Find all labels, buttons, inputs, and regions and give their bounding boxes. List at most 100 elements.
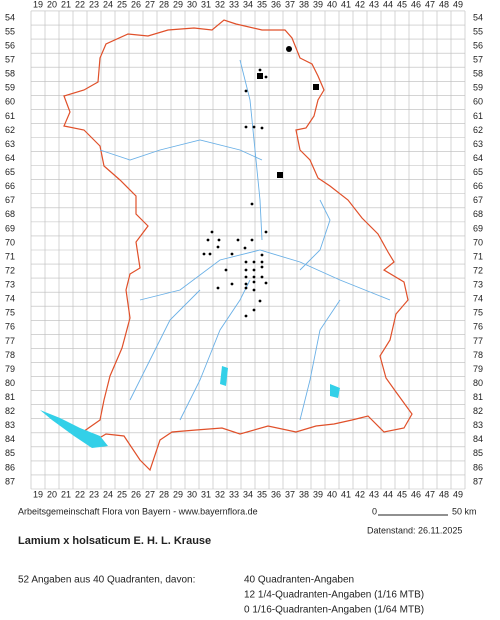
row-label: 57 <box>5 55 15 65</box>
row-label: 77 <box>473 336 483 346</box>
marker-dot <box>224 268 228 272</box>
column-label: 34 <box>243 489 253 499</box>
lake <box>220 366 228 386</box>
column-label: 31 <box>201 489 211 499</box>
row-label: 85 <box>473 448 483 458</box>
column-label: 27 <box>145 0 155 9</box>
marker-dot <box>210 230 214 234</box>
marker-dot <box>252 280 256 284</box>
row-label: 83 <box>5 420 15 430</box>
count-line: 0 1/16-Quadranten-Angaben (1/64 MTB) <box>244 605 424 616</box>
column-label: 39 <box>313 489 323 499</box>
row-label: 80 <box>5 378 15 388</box>
column-label: 35 <box>257 0 267 9</box>
row-label: 56 <box>5 40 15 50</box>
column-label: 40 <box>327 489 337 499</box>
marker-dot <box>260 260 264 264</box>
lake <box>40 410 108 448</box>
marker-dot <box>250 202 254 206</box>
column-label: 42 <box>355 0 365 9</box>
column-label: 29 <box>173 489 183 499</box>
row-label: 63 <box>473 139 483 149</box>
row-label: 70 <box>473 237 483 247</box>
marker-big <box>286 46 292 52</box>
column-label: 20 <box>47 489 57 499</box>
column-label: 26 <box>131 489 141 499</box>
column-label: 35 <box>257 489 267 499</box>
column-label: 22 <box>75 0 85 9</box>
row-label: 87 <box>5 476 15 486</box>
column-label: 19 <box>33 489 43 499</box>
row-label: 61 <box>5 111 15 121</box>
column-label: 45 <box>397 0 407 9</box>
row-label: 73 <box>5 280 15 290</box>
row-label: 79 <box>5 364 15 374</box>
row-label: 64 <box>473 153 483 163</box>
column-label: 48 <box>439 489 449 499</box>
marker-dot <box>260 275 264 279</box>
column-label: 19 <box>33 0 43 9</box>
row-label: 74 <box>5 294 15 304</box>
column-label: 33 <box>229 489 239 499</box>
column-label: 34 <box>243 0 253 9</box>
row-label: 77 <box>5 336 15 346</box>
map <box>40 19 413 472</box>
row-label: 75 <box>5 308 15 318</box>
marker-dot <box>258 299 262 303</box>
column-label: 25 <box>117 0 127 9</box>
row-label: 66 <box>473 181 483 191</box>
marker-dot <box>244 286 248 290</box>
row-label: 84 <box>5 434 15 444</box>
row-label: 82 <box>473 406 483 416</box>
river <box>299 299 341 421</box>
row-label: 67 <box>473 195 483 205</box>
scale-end: 50 km <box>452 506 477 516</box>
row-label: 60 <box>473 97 483 107</box>
marker-dot <box>252 268 256 272</box>
row-label: 86 <box>5 462 15 472</box>
row-label: 59 <box>473 83 483 93</box>
column-label: 39 <box>313 0 323 9</box>
marker-dot <box>217 238 221 242</box>
column-label: 25 <box>117 489 127 499</box>
column-label: 22 <box>75 489 85 499</box>
column-label: 29 <box>173 0 183 9</box>
row-label: 79 <box>473 364 483 374</box>
row-label: 75 <box>473 308 483 318</box>
row-label: 76 <box>473 322 483 332</box>
column-label: 28 <box>159 0 169 9</box>
marker-dot <box>264 281 268 285</box>
row-label: 55 <box>5 26 15 36</box>
column-label: 30 <box>187 0 197 9</box>
row-label: 82 <box>5 406 15 416</box>
column-label: 44 <box>383 489 393 499</box>
count-line: 40 Quadranten-Angaben <box>244 575 354 586</box>
summary: 52 Angaben aus 40 Quadranten, davon: <box>18 575 195 586</box>
grid: 19 19 20 20 21 21 22 22 23 23 24 24 25 25 26 26 27 27 28 28… <box>5 0 483 499</box>
column-label: 49 <box>453 489 463 499</box>
column-label: 28 <box>159 489 169 499</box>
column-label: 32 <box>215 0 225 9</box>
bavaria-border <box>63 19 413 472</box>
row-label: 64 <box>5 153 15 163</box>
marker-dot <box>244 260 248 264</box>
row-label: 65 <box>5 167 15 177</box>
row-label: 81 <box>473 392 483 402</box>
column-label: 46 <box>411 489 421 499</box>
row-label: 69 <box>5 223 15 233</box>
column-label: 41 <box>341 0 351 9</box>
row-label: 72 <box>5 265 15 275</box>
marker-dot <box>208 252 212 256</box>
column-label: 44 <box>383 0 393 9</box>
marker-dot <box>244 275 248 279</box>
occurrence-markers <box>202 46 319 318</box>
row-label: 68 <box>473 209 483 219</box>
marker-dot <box>206 238 210 242</box>
marker-dot <box>244 314 248 318</box>
row-label: 86 <box>473 462 483 472</box>
column-label: 31 <box>201 0 211 9</box>
row-label: 81 <box>5 392 15 402</box>
column-label: 38 <box>299 489 309 499</box>
marker-dot <box>252 260 256 264</box>
marker-dot <box>250 238 254 242</box>
